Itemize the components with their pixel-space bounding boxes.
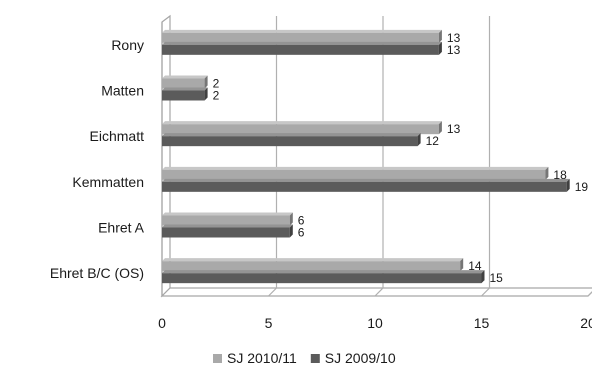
category-label: Ehret B/C (OS) — [50, 265, 144, 281]
bar-top — [162, 29, 442, 33]
bar — [162, 87, 208, 101]
bar — [162, 270, 485, 284]
bar-front — [162, 181, 567, 192]
bar-end — [460, 258, 464, 272]
bar-top — [162, 75, 208, 79]
chart-walls — [160, 14, 592, 298]
category-label: Eichmatt — [90, 128, 145, 144]
bar-front — [162, 90, 205, 101]
data-label: 6 — [298, 214, 305, 228]
bar-front — [162, 78, 205, 89]
legend-swatch — [310, 354, 320, 363]
bar-front — [162, 136, 418, 147]
data-label: 14 — [468, 259, 482, 273]
x-tick-label: 20 — [580, 315, 592, 331]
bar-top — [162, 258, 464, 262]
bar — [162, 224, 293, 238]
category-label: Rony — [111, 37, 144, 53]
bar-end — [289, 212, 293, 226]
category-labels: Rony Matten Eichmatt Kemmatten Ehret A Ehret … — [50, 37, 145, 281]
left-wall — [161, 14, 171, 298]
bar-top — [162, 87, 208, 91]
x-tick-label: 5 — [265, 315, 273, 331]
data-label: 15 — [490, 271, 504, 285]
bar — [162, 133, 421, 147]
data-label: 13 — [447, 43, 461, 57]
bar-end — [545, 166, 549, 180]
data-label: 19 — [575, 180, 589, 194]
legend-swatch — [213, 354, 222, 363]
bar-front — [162, 227, 290, 238]
bar — [162, 75, 208, 89]
bar-top — [162, 178, 570, 182]
x-tick-label: 10 — [367, 315, 383, 331]
legend: SJ 2010/11 SJ 2009/10 — [213, 350, 396, 366]
legend-label: SJ 2010/11 — [227, 350, 297, 366]
bar-top — [162, 121, 442, 125]
data-label: 12 — [426, 134, 440, 148]
bar-front — [162, 169, 546, 180]
bar — [162, 258, 464, 272]
bar-top — [162, 166, 549, 170]
data-label: 2 — [213, 89, 220, 103]
bar-top — [162, 224, 293, 228]
bar-end — [204, 87, 208, 101]
category-label: Matten — [101, 83, 144, 99]
bar-front — [162, 32, 439, 43]
bar-top — [162, 212, 293, 216]
bar-end — [438, 41, 442, 55]
bar-end — [289, 224, 293, 238]
data-label: 2 — [213, 77, 220, 91]
bar — [162, 212, 293, 226]
bar-top — [162, 41, 442, 45]
category-label: Kemmatten — [72, 174, 144, 190]
bar-top — [162, 270, 485, 274]
bar-front — [162, 261, 461, 272]
floor — [160, 287, 592, 297]
bar — [162, 178, 570, 192]
gridline-floor — [374, 287, 384, 297]
legend-label: SJ 2009/10 — [325, 350, 396, 366]
bars — [162, 29, 570, 284]
bar — [162, 166, 549, 180]
data-label: 18 — [553, 168, 567, 182]
x-tick-labels: 0 5 10 15 20 — [158, 315, 592, 331]
gridline-floor — [587, 291, 592, 297]
bar — [162, 121, 442, 135]
bar-end — [566, 178, 570, 192]
x-tick-label: 0 — [158, 315, 166, 331]
data-label: 13 — [447, 31, 461, 45]
bar — [162, 41, 442, 55]
bar-end — [204, 75, 208, 89]
bar-front — [162, 215, 290, 226]
x-tick-label: 15 — [474, 315, 490, 331]
bar-end — [438, 121, 442, 135]
bar-front — [162, 44, 439, 55]
gridline-floor — [481, 287, 490, 297]
data-label: 13 — [447, 122, 461, 136]
gridline-floor — [268, 287, 277, 297]
bar — [162, 29, 442, 43]
gridlines — [268, 16, 592, 297]
bar-end — [417, 133, 421, 147]
data-label: 6 — [298, 226, 305, 240]
category-label: Ehret A — [98, 220, 145, 236]
bar-front — [162, 124, 439, 135]
bar-end — [481, 270, 485, 284]
bar-top — [162, 133, 421, 137]
bar-front — [162, 273, 482, 284]
bar-end — [438, 29, 442, 43]
